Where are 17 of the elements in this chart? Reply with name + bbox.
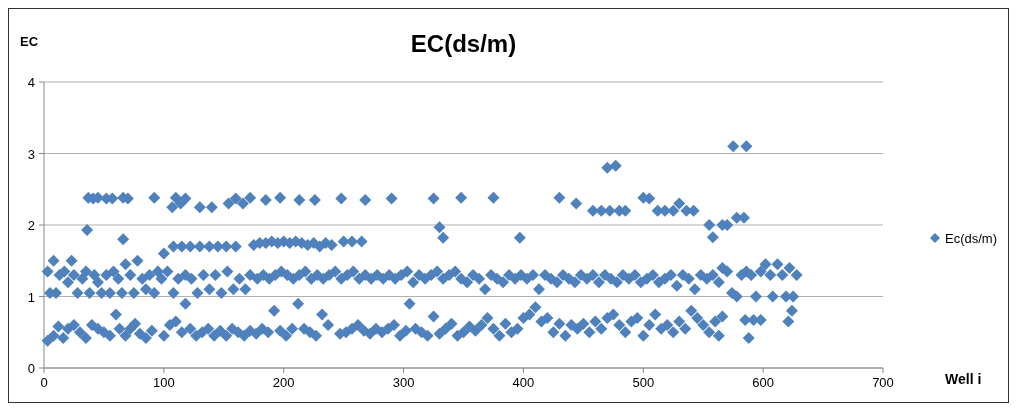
chart-title: EC(ds/m) <box>410 30 517 57</box>
y-tick-label: 2 <box>27 218 35 233</box>
x-tick-label: 400 <box>512 375 535 390</box>
x-tick-label: 300 <box>392 375 415 390</box>
x-tick-label: 0 <box>40 375 48 390</box>
y-tick-label: 3 <box>27 146 35 162</box>
legend-label: Ec(ds/m) <box>945 231 997 246</box>
y-axis-title: EC <box>20 34 39 49</box>
x-tick-label: 100 <box>153 375 175 390</box>
x-tick-label: 600 <box>752 375 774 390</box>
x-tick-label: 200 <box>272 375 295 390</box>
x-tick-label: 500 <box>632 375 655 390</box>
y-tick-label: 4 <box>27 75 35 90</box>
y-tick-label: 0 <box>27 361 35 376</box>
y-tick-label: 1 <box>27 289 35 305</box>
x-axis-title: Well i <box>945 371 982 387</box>
x-tick-label: 700 <box>872 375 894 390</box>
